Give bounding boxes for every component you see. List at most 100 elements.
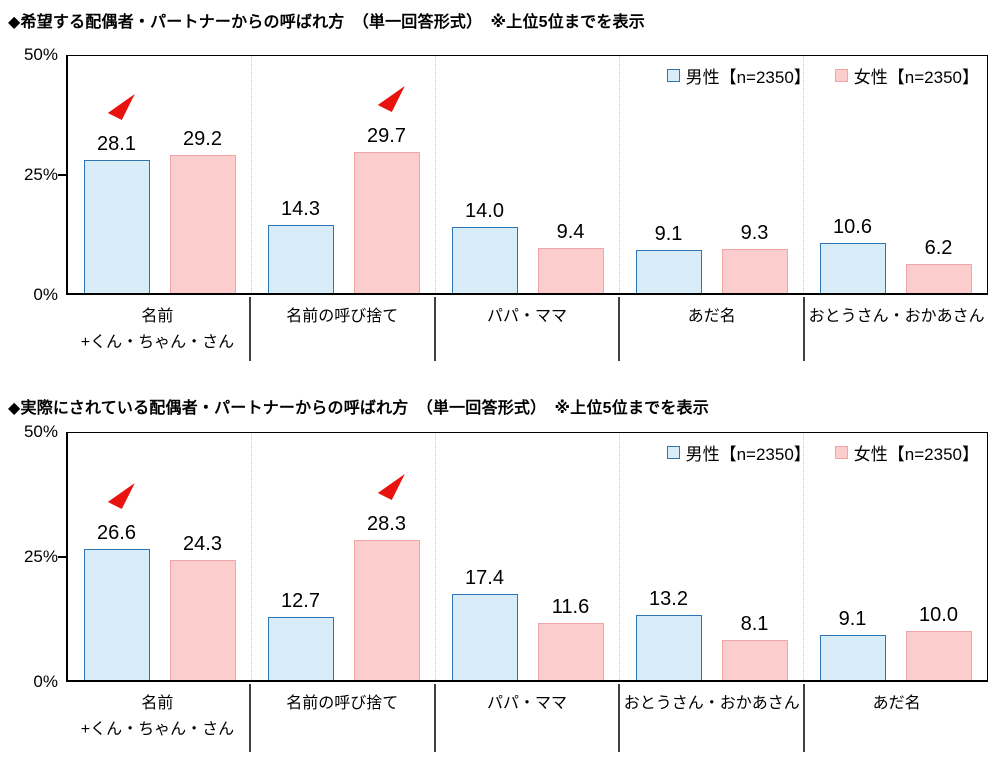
bar-female [721,248,788,293]
bar-female [169,560,236,680]
legend-swatch-male-icon [666,446,680,459]
plot-groups: 28.1 29.2 14.3 29.7 14.0 9.4 9.1 9.3 10.6 6.2 [68,56,987,293]
bar-slot: 29.2 [169,56,236,293]
legend-swatch-female-icon [834,446,848,459]
legend-label-female: 女性【n=2350】 [853,445,979,464]
y-axis-label-0: 0% [33,672,58,691]
value-label: 10.6 [833,215,872,238]
category-label: 名前 +くん・ちゃん・さん [80,695,235,738]
legend-swatch-female-icon [834,69,848,82]
bar-male [83,159,150,293]
increase-arrow-icon [106,482,136,515]
legend: 男性【n=2350】 女性【n=2350】 [666,63,979,88]
value-label: 14.3 [281,198,320,221]
plot-area: 28.1 29.2 14.3 29.7 14.0 9.4 9.1 9.3 10.6 6.2 男性【… [66,55,988,295]
y-axis-label-25: 25% [23,547,58,566]
category-group: 14.0 9.4 [435,56,619,293]
value-label: 9.1 [838,608,867,631]
y-axis-label-50: 50% [23,45,58,64]
plot-groups: 26.6 24.3 12.7 28.3 17.4 11.6 13.2 8.1 9.1 10.0 [68,433,987,680]
value-label: 17.4 [465,567,504,590]
bar-slot: 9.4 [537,56,604,293]
legend-item-female: 女性【n=2350】 [834,440,979,465]
value-label: 6.2 [924,236,953,259]
legend-label-male: 男性【n=2350】 [685,445,811,464]
category-group: 12.7 28.3 [251,433,435,680]
category-label: あだ名 [618,297,803,361]
category-group: 17.4 11.6 [435,433,619,680]
bar-slot: 17.4 [451,433,518,680]
bar-slot: 10.0 [905,433,972,680]
value-label: 29.7 [367,125,406,148]
bar-male [819,635,886,680]
plot-area: 26.6 24.3 12.7 28.3 17.4 11.6 13.2 8.1 9.1 10.0 男… [66,432,988,682]
legend: 男性【n=2350】 女性【n=2350】 [666,440,979,465]
category-label: おとうさん・おかあさん [803,297,988,361]
y-axis-label-50: 50% [23,422,58,441]
category-label: おとうさん・おかあさん [618,684,803,752]
bar-male [451,226,518,293]
increase-arrow-icon [106,93,136,126]
bar-slot: 29.7 [353,56,420,293]
bar-slot: 14.0 [451,56,518,293]
bar-slot: 28.1 [83,56,150,293]
value-label: 14.0 [465,199,504,222]
category-group: 26.6 24.3 [68,433,251,680]
category-label: 名前 +くん・ちゃん・さん [80,308,235,351]
legend-label-male: 男性【n=2350】 [685,68,811,87]
y-axis-tick-25 [58,556,67,558]
category-labels-row: 名前 +くん・ちゃん・さん 名前の呼び捨て パパ・ママ おとうさん・おかあさん あだ名 [66,684,988,752]
bar-slot: 10.6 [819,56,886,293]
bar-slot: 9.1 [635,56,702,293]
bar-male [635,249,702,293]
bar-slot: 14.3 [267,56,334,293]
bar-slot: 12.7 [267,433,334,680]
bar-female [169,154,236,293]
bar-slot: 9.1 [819,433,886,680]
bar-male [635,614,702,680]
category-group: 9.1 10.0 [803,433,987,680]
bar-slot: 24.3 [169,433,236,680]
legend-swatch-male-icon [666,69,680,82]
increase-arrow-icon [376,85,406,118]
chart-title: ◆実際にされている配偶者・パートナーからの呼ばれ方 （単一回答形式） ※上位5位… [8,400,709,417]
bar-female [721,640,788,680]
category-label: あだ名 [803,684,988,752]
bar-slot: 26.6 [83,433,150,680]
bar-male [267,617,334,680]
value-label: 28.3 [367,513,406,536]
value-label: 13.2 [649,587,688,610]
bar-female [905,263,972,293]
bar-slot: 6.2 [905,56,972,293]
category-label: 名前の呼び捨て [248,297,434,361]
bar-slot: 13.2 [635,433,702,680]
category-labels-row: 名前 +くん・ちゃん・さん 名前の呼び捨て パパ・ママ あだ名 おとうさん・おかあさん [66,297,988,361]
category-label: パパ・ママ [433,684,619,752]
chart-title: ◆希望する配偶者・パートナーからの呼ばれ方 （単一回答形式） ※上位5位までを表… [8,14,645,31]
category-group: 10.6 6.2 [803,56,987,293]
bar-female [537,248,604,293]
legend-item-male: 男性【n=2350】 [666,63,811,88]
bar-slot: 11.6 [537,433,604,680]
category-group: 13.2 8.1 [619,433,803,680]
bar-slot: 9.3 [721,56,788,293]
y-axis-tick-25 [58,174,67,176]
bar-male [451,594,518,680]
category-group: 28.1 29.2 [68,56,251,293]
bar-female [905,630,972,680]
y-axis-label-0: 0% [33,285,58,304]
category-label: パパ・ママ [433,297,619,361]
value-label: 24.3 [183,532,222,555]
legend-label-female: 女性【n=2350】 [853,68,979,87]
value-label: 26.6 [97,521,136,544]
bar-male [267,225,334,293]
legend-item-female: 女性【n=2350】 [834,63,979,88]
category-group: 14.3 29.7 [251,56,435,293]
bar-female [537,622,604,680]
category-label: 名前の呼び捨て [248,684,434,752]
increase-arrow-icon [376,473,406,506]
value-label: 10.0 [919,603,958,626]
y-axis-label-25: 25% [23,165,58,184]
value-label: 9.3 [740,221,769,244]
bar-male [83,548,150,680]
